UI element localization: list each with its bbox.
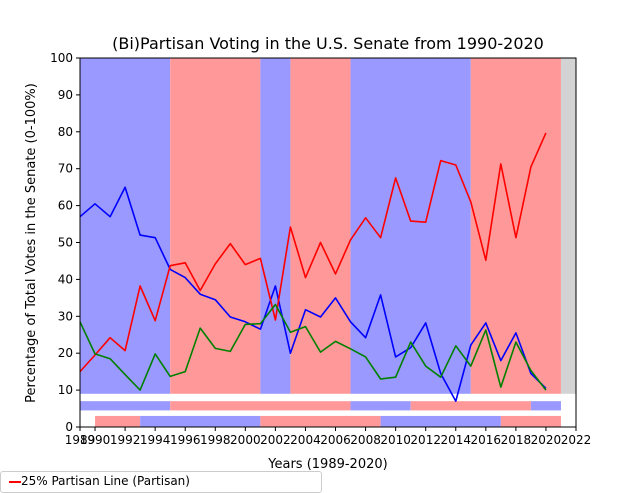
x-tick-label-9: 2006	[320, 433, 351, 447]
x-tick-label-16: 2020	[531, 433, 562, 447]
x-tick-label-17: 2022	[561, 433, 592, 447]
x-tick-label-8: 2004	[290, 433, 321, 447]
x-tick-label-2: 1992	[110, 433, 141, 447]
legend-entry-label: 25% Partisan Line (Partisan)	[21, 474, 190, 488]
y-tick-label-1: 10	[58, 383, 73, 397]
y-tick-label-0: 0	[65, 420, 73, 434]
series-line-1	[79, 132, 547, 373]
party-bands	[80, 58, 576, 427]
y-tick-label-4: 40	[58, 272, 73, 286]
strip-row1-seg-2	[260, 415, 381, 427]
x-tick-label-0: 1989	[65, 433, 96, 447]
x-tick-label-10: 2008	[350, 433, 381, 447]
band-6	[560, 58, 576, 427]
chamber-strips	[80, 393, 576, 427]
band-1	[170, 58, 261, 427]
series-line-0	[79, 186, 547, 403]
x-tick-label-6: 2000	[230, 433, 261, 447]
y-tick-label-3: 30	[58, 309, 73, 323]
y-tick-label-10: 100	[50, 51, 73, 65]
strip-row1-seg-4	[500, 415, 561, 427]
y-tick-label-5: 50	[58, 236, 73, 250]
legend-swatch	[9, 481, 21, 483]
strip-row0-seg-1	[170, 401, 351, 411]
x-tick-label-5: 1998	[200, 433, 231, 447]
x-tick-label-15: 2018	[501, 433, 532, 447]
strip-row0-seg-0	[80, 401, 171, 411]
x-tick-label-4: 1996	[170, 433, 201, 447]
x-tick-label-11: 2010	[380, 433, 411, 447]
x-tick-label-1: 1990	[80, 433, 111, 447]
y-tick-label-8: 80	[58, 125, 73, 139]
band-2	[260, 58, 291, 427]
y-tick-label-7: 70	[58, 162, 73, 176]
strip-row0-seg-3	[410, 401, 531, 411]
y-tick-label-9: 90	[58, 88, 73, 102]
x-tick-label-7: 2002	[260, 433, 291, 447]
series-lines	[79, 132, 547, 403]
y-tick-label-6: 60	[58, 199, 73, 213]
band-0	[80, 58, 171, 427]
y-axis-label: Percentage of Total Votes in the Senate …	[24, 83, 39, 403]
x-axis-label: Years (1989-2020)	[267, 457, 387, 472]
band-5	[470, 58, 561, 427]
chart-title: (Bi)Partisan Voting in the U.S. Senate f…	[112, 34, 544, 53]
strip-row1-seg-3	[380, 415, 501, 427]
strip-row0-seg-2	[350, 401, 411, 411]
strip-row1-seg-0	[95, 415, 141, 427]
y-axis-ticks: 0 10 20 30 40 50 60 70 80 90 100	[50, 51, 80, 434]
x-tick-label-12: 2012	[410, 433, 441, 447]
strip-row0-seg-4	[530, 401, 561, 411]
x-tick-label-14: 2016	[471, 433, 502, 447]
legend: 25% Partisan Line (Partisan)	[0, 471, 322, 493]
x-tick-label-3: 1994	[140, 433, 171, 447]
y-tick-label-2: 20	[58, 346, 73, 360]
x-tick-label-13: 2014	[440, 433, 471, 447]
band-4	[350, 58, 471, 427]
series-line-2	[79, 303, 547, 391]
strip-row1-seg-1	[140, 415, 261, 427]
